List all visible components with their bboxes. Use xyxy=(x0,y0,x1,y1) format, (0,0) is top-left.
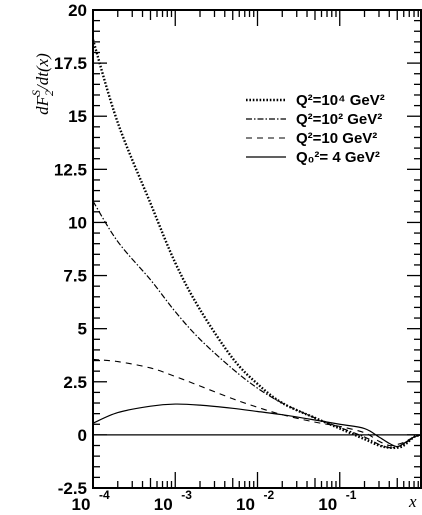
x-tick-labels: 10 -4 10 -3 10 -2 10 -1 xyxy=(72,488,357,514)
legend-label-3: Q²=10 GeV² xyxy=(296,130,377,147)
legend: Q²=10⁴ GeV² Q²=10² GeV² Q²=10 GeV² Q₀²= 4 G… xyxy=(246,92,385,166)
series-line-1 xyxy=(91,39,422,450)
y-tick-labels: -2.5 0 2.5 5 7.5 10 12.5 15 17.5 20 xyxy=(54,1,87,498)
chart-ticks-layer xyxy=(92,9,421,489)
y-axis-label-main: dF xyxy=(33,95,52,115)
y-axis-label: dF2S/dt(x) xyxy=(29,53,56,115)
y-tick-label: 5 xyxy=(78,320,87,339)
y-tick-label: 0 xyxy=(78,426,87,445)
y-tick-label: 20 xyxy=(68,1,87,20)
x-tick-label: 10 xyxy=(72,495,91,514)
series-line-3 xyxy=(92,358,422,447)
y-tick-label: 17.5 xyxy=(54,54,87,73)
y-tick-label: 2.5 xyxy=(63,373,87,392)
y-tick-label: 10 xyxy=(68,213,87,232)
x-axis-label: x xyxy=(408,492,417,511)
legend-label-4: Q₀²= 4 GeV² xyxy=(296,149,380,166)
y-tick-label: 12.5 xyxy=(54,160,87,179)
x-tick-label: 10 xyxy=(318,495,337,514)
series-layer xyxy=(91,39,422,450)
x-tick-exponent: -3 xyxy=(181,488,192,502)
legend-label-1: Q²=10⁴ GeV² xyxy=(296,92,385,109)
series-line-4 xyxy=(92,403,422,448)
x-tick-label: 10 xyxy=(154,495,173,514)
plot-frame xyxy=(92,9,422,489)
series-line-2 xyxy=(92,200,422,449)
legend-label-2: Q²=10² GeV² xyxy=(296,111,382,128)
y-tick-label: -2.5 xyxy=(58,479,87,498)
y-tick-label: 7.5 xyxy=(63,267,87,286)
y-axis-label-superscript: S xyxy=(29,90,43,96)
y-axis-label-subscript: 2 xyxy=(42,90,56,96)
x-tick-exponent: -1 xyxy=(346,488,357,502)
x-tick-exponent: -2 xyxy=(264,488,275,502)
x-tick-exponent: -4 xyxy=(99,488,110,502)
y-tick-label: 15 xyxy=(68,107,87,126)
x-tick-label: 10 xyxy=(236,495,255,514)
y-axis-label-tail: /dt(x) xyxy=(33,53,52,91)
